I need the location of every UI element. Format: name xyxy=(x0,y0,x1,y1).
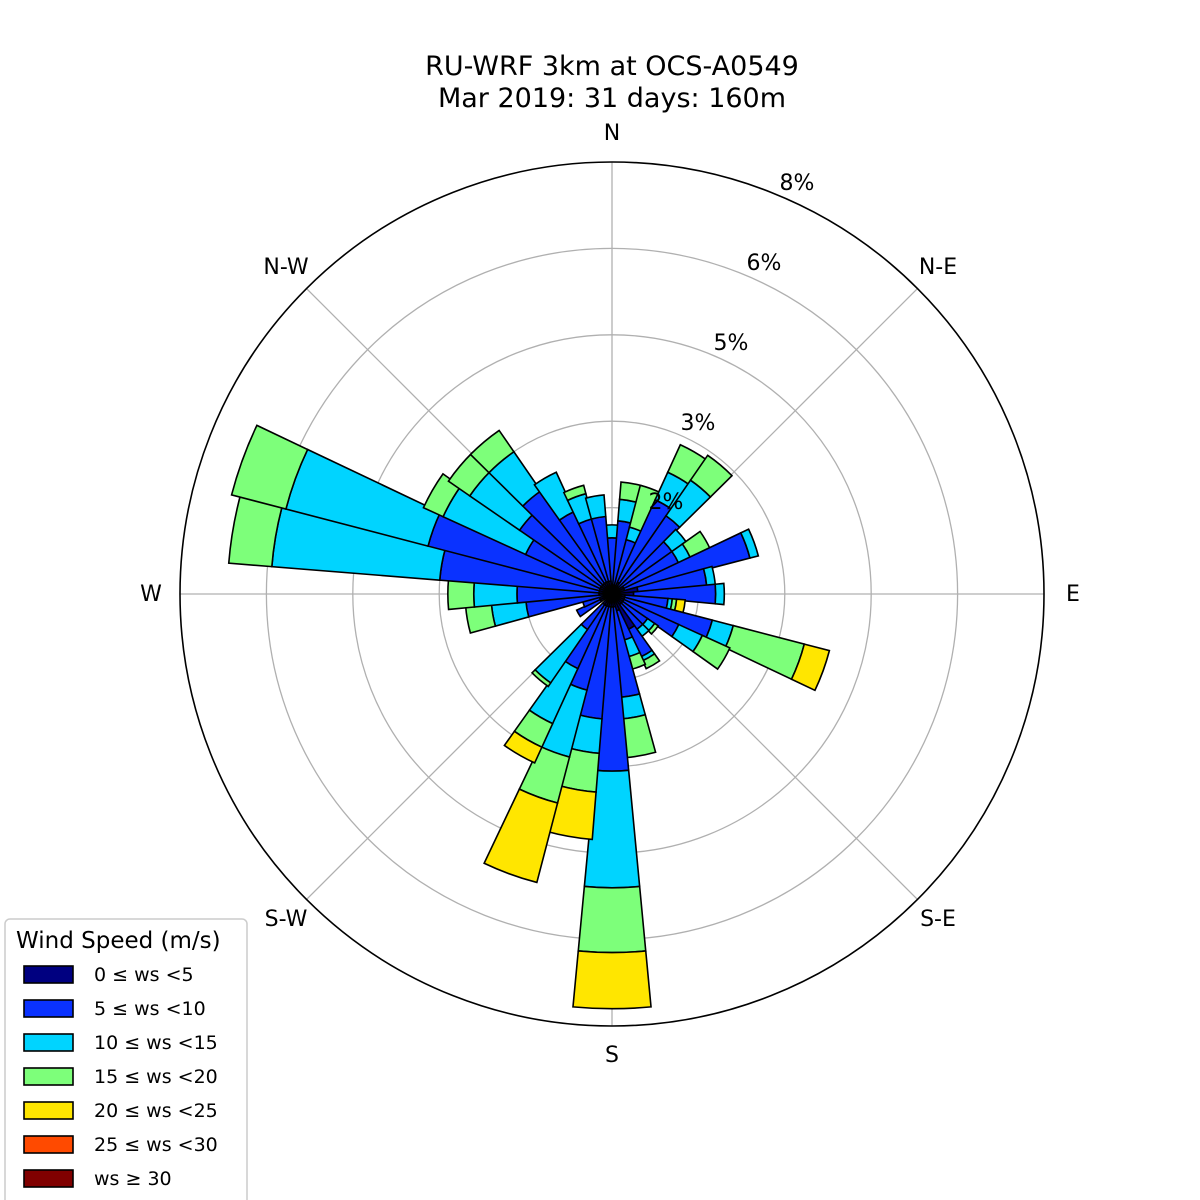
ring-label-1: 3% xyxy=(681,411,716,436)
legend-swatch-6 xyxy=(23,1169,74,1188)
bar-dir-130-bin-3 xyxy=(647,622,660,636)
direction-label-n: N xyxy=(604,121,620,146)
direction-labels: N N-E E S-E S S-W W N-W xyxy=(140,121,1080,1068)
bar-dir-350-bin-2 xyxy=(584,494,607,521)
direction-label-e: E xyxy=(1066,582,1080,607)
bar-dir-110-bin-4 xyxy=(790,643,831,692)
bar-dir-220-bin-3 xyxy=(530,668,552,688)
legend: Wind Speed (m/s) 0 ≤ ws <5 5 ≤ ws <10 10 ≤… xyxy=(4,918,248,1200)
wind-rose-bars xyxy=(227,424,831,1010)
ring-label-0: 2% xyxy=(649,490,684,515)
bar-dir-180-bin-3 xyxy=(577,885,647,954)
legend-swatch-0 xyxy=(23,965,74,984)
legend-title: Wind Speed (m/s) xyxy=(16,928,221,954)
grid-spoke-3 xyxy=(611,593,918,900)
ring-label-2: 5% xyxy=(714,331,749,356)
bar-dir-120-bin-3 xyxy=(691,634,731,671)
bar-dir-180-bin-4 xyxy=(572,950,652,1010)
radial-tick-labels: 2% 3% 5% 6% 8% xyxy=(649,171,815,515)
bar-dir-70-bin-2 xyxy=(739,528,760,560)
legend-swatch-2 xyxy=(23,1033,74,1052)
bar-dir-330-bin-2 xyxy=(533,471,576,522)
direction-label-s-e: S-E xyxy=(920,907,956,932)
legend-swatch-4 xyxy=(23,1101,74,1120)
outer-boundary xyxy=(179,161,1045,1027)
bar-dir-150-bin-3 xyxy=(641,652,661,670)
legend-swatch-3 xyxy=(23,1067,74,1086)
legend-swatch-5 xyxy=(23,1135,74,1154)
ring-label-3: 6% xyxy=(747,251,782,276)
bar-dir-290-bin-3 xyxy=(230,424,309,511)
bar-dir-90-bin-2 xyxy=(714,582,726,606)
ring-label-4: 8% xyxy=(780,171,815,196)
bar-dir-340-bin-3 xyxy=(562,484,587,502)
direction-label-n-w: N-W xyxy=(263,255,309,280)
direction-label-s-w: S-W xyxy=(265,907,308,932)
bar-dir-200-bin-4 xyxy=(483,788,559,884)
legend-label-0: 0 ≤ ws <5 xyxy=(94,964,194,986)
direction-label-w: W xyxy=(140,582,162,607)
bar-dir-240-bin-1 xyxy=(575,598,603,618)
chart-title-line2: Mar 2019: 31 days: 160m xyxy=(438,83,786,114)
bar-dir-300-bin-3 xyxy=(422,472,462,518)
legend-label-3: 15 ≤ ws <20 xyxy=(94,1066,218,1088)
bar-dir-320-bin-3 xyxy=(469,429,515,474)
direction-label-n-e: N-E xyxy=(919,255,957,280)
legend-label-4: 20 ≤ ws <25 xyxy=(94,1100,218,1122)
legend-label-5: 25 ≤ ws <30 xyxy=(94,1134,218,1156)
legend-label-6: ws ≥ 30 xyxy=(94,1168,172,1190)
legend-label-2: 10 ≤ ws <15 xyxy=(94,1032,218,1054)
bar-dir-210-bin-4 xyxy=(503,730,543,764)
legend-label-1: 5 ≤ ws <10 xyxy=(94,998,206,1020)
legend-swatch-1 xyxy=(23,999,74,1018)
legend-frame xyxy=(4,918,248,1200)
bar-dir-40-bin-3 xyxy=(689,454,734,499)
chart-title-line1: RU-WRF 3km at OCS-A0549 xyxy=(425,51,799,82)
direction-label-s: S xyxy=(605,1043,619,1068)
